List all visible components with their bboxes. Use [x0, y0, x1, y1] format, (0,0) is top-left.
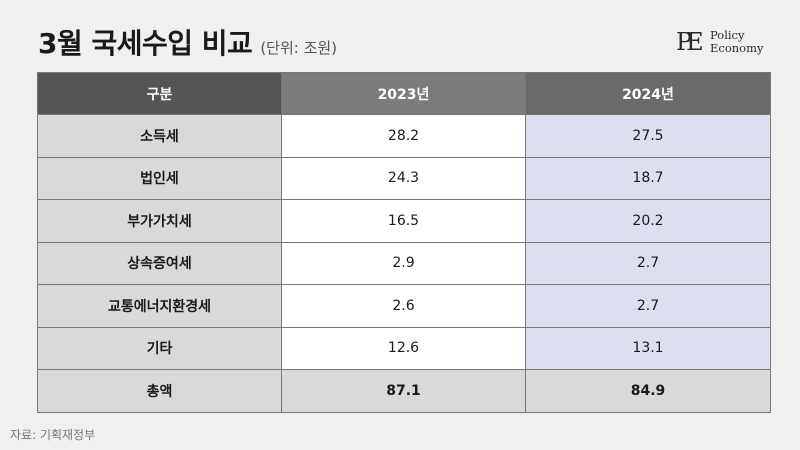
logo-text: Policy Economy	[710, 29, 764, 55]
tax-revenue-table: 구분 2023년 2024년 소득세 28.2 27.5 법인세 24.3 18…	[37, 72, 771, 413]
total-label: 총액	[37, 369, 282, 413]
table-row: 기타 12.6 13.1	[37, 326, 771, 370]
value-2023: 28.2	[281, 114, 526, 158]
page-title: 3월 국세수입 비교	[38, 27, 253, 60]
table-row: 상속증여세 2.9 2.7	[37, 241, 771, 285]
value-2023: 2.6	[281, 284, 526, 328]
logo-line-1: Policy	[710, 28, 745, 42]
unit-label: (단위: 조원)	[260, 39, 338, 57]
value-2023: 24.3	[281, 156, 526, 200]
value-2024: 20.2	[525, 199, 771, 243]
value-2024: 2.7	[525, 284, 771, 328]
table-row: 부가가치세 16.5 20.2	[37, 199, 771, 243]
table-row: 법인세 24.3 18.7	[37, 156, 771, 200]
total-row: 총액 87.1 84.9	[37, 369, 771, 413]
row-label: 기타	[37, 326, 282, 370]
row-label: 부가가치세	[37, 199, 282, 243]
logo-mark: PE	[676, 28, 704, 56]
header-2023: 2023년	[281, 72, 526, 115]
source-note: 자료: 기획재정부	[10, 428, 96, 442]
table-row: 소득세 28.2 27.5	[37, 114, 771, 158]
value-2024: 13.1	[525, 326, 771, 370]
table-row: 교통에너지환경세 2.6 2.7	[37, 284, 771, 328]
total-2024: 84.9	[525, 369, 771, 413]
title-row: 3월 국세수입 비교 (단위: 조원)	[38, 22, 337, 62]
header-category: 구분	[37, 72, 282, 115]
logo-line-2: Economy	[710, 41, 764, 55]
value-2023: 12.6	[281, 326, 526, 370]
header-2024: 2024년	[525, 72, 771, 115]
row-label: 상속증여세	[37, 241, 282, 285]
value-2024: 27.5	[525, 114, 771, 158]
policy-economy-logo: PE Policy Economy	[676, 24, 764, 60]
value-2024: 18.7	[525, 156, 771, 200]
row-label: 소득세	[37, 114, 282, 158]
value-2024: 2.7	[525, 241, 771, 285]
row-label: 교통에너지환경세	[37, 284, 282, 328]
total-2023: 87.1	[281, 369, 526, 413]
table-header-row: 구분 2023년 2024년	[37, 72, 771, 115]
value-2023: 2.9	[281, 241, 526, 285]
value-2023: 16.5	[281, 199, 526, 243]
row-label: 법인세	[37, 156, 282, 200]
